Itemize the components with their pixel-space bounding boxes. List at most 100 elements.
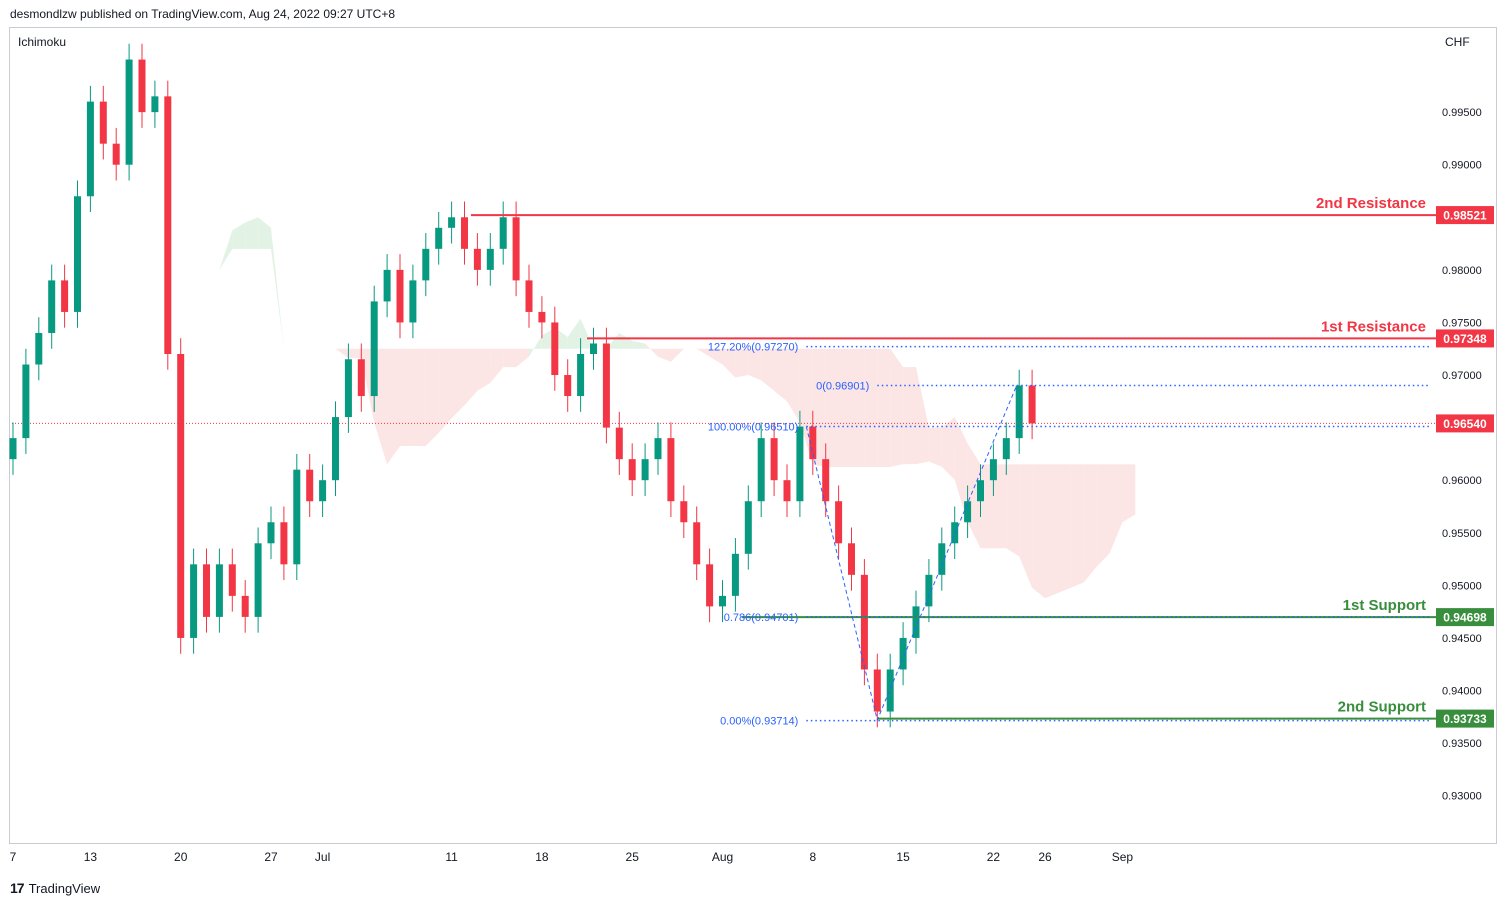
indicator-label[interactable]: Ichimoku — [18, 35, 67, 49]
x-tick-label: 20 — [174, 850, 188, 864]
x-tick-label: 15 — [896, 850, 910, 864]
ichimoku-cloud-layer — [116, 217, 1136, 599]
candle-body — [112, 143, 120, 165]
cloud-segment — [670, 348, 684, 362]
cloud-segment — [387, 348, 400, 465]
cloud-segment — [335, 348, 349, 358]
candle-layer — [9, 43, 1036, 728]
cloud-segment — [748, 348, 762, 381]
candle-body — [809, 426, 817, 460]
y-tick-label: 0.95000 — [1442, 580, 1482, 592]
candle-body — [9, 438, 17, 460]
candle-body — [551, 322, 559, 376]
level-label: 1st Resistance — [1321, 318, 1426, 335]
candle-body — [667, 438, 675, 502]
candle-body — [512, 217, 520, 281]
candle-body — [241, 595, 249, 617]
candle-body — [538, 311, 546, 323]
fib-layer: 127.20%(0.97270) 0(0.96901) 100.00%(0.9651… — [708, 342, 1430, 728]
x-tick-label: 22 — [987, 850, 1001, 864]
cloud-segment — [271, 227, 284, 349]
candle-body — [938, 543, 946, 575]
footer-brand[interactable]: 17 TradingView — [10, 880, 100, 896]
cloud-segment — [877, 348, 891, 468]
cloud-segment — [425, 348, 439, 447]
cloud-segment — [503, 348, 517, 368]
fib-label: 127.20%(0.97270) — [708, 342, 799, 354]
cloud-segment — [1070, 464, 1084, 588]
candle-body — [602, 343, 610, 428]
cloud-segment — [477, 348, 491, 391]
candle-body — [435, 227, 443, 249]
candle-body — [177, 354, 185, 638]
candle-body — [99, 101, 107, 144]
candle-body — [577, 354, 585, 397]
candle-body — [409, 280, 417, 323]
cloud-segment — [180, 269, 194, 318]
y-tick-label: 0.99500 — [1442, 107, 1482, 119]
fib-label: 0.00%(0.93714) — [720, 716, 798, 728]
cloud-segment — [142, 359, 155, 386]
y-tick-label: 0.98000 — [1442, 265, 1482, 277]
level-price-label: 0.93733 — [1443, 712, 1487, 726]
y-axis: 0.99500 0.99000 0.98000 0.97500 0.97000 0.960… — [1442, 107, 1482, 803]
level-price-badge — [1436, 608, 1494, 627]
candle-body — [590, 343, 597, 354]
cloud-segment — [129, 385, 142, 402]
cloud-segment — [490, 348, 504, 383]
chart-frame — [9, 27, 1497, 844]
candle-body — [383, 269, 391, 302]
cloud-segment — [722, 348, 736, 378]
candle-body — [86, 101, 94, 197]
cloud-segment — [451, 348, 465, 419]
cloud-segment — [606, 332, 620, 349]
cloud-segment — [619, 332, 633, 349]
candle-body — [912, 606, 920, 638]
candle-body — [306, 469, 314, 502]
candle-body — [319, 480, 327, 502]
y-tick-label: 0.95500 — [1442, 528, 1482, 540]
candle-body — [203, 564, 210, 617]
level-price-label: 0.94698 — [1443, 611, 1487, 625]
cloud-segment — [258, 217, 271, 249]
fib-label: 100.00%(0.96510) — [708, 422, 799, 434]
cloud-segment — [632, 340, 646, 349]
x-tick-label: 25 — [626, 850, 640, 864]
candle-body — [254, 543, 262, 617]
candle-body — [641, 459, 649, 481]
candle-body — [370, 301, 378, 397]
cloud-segment — [838, 348, 852, 468]
candle-body — [680, 501, 688, 523]
candle-body — [693, 522, 701, 565]
fib-label: 0.786(0.94701) — [724, 612, 799, 624]
candle-body — [977, 480, 984, 502]
cloud-segment — [438, 348, 452, 433]
candle-body — [357, 359, 365, 397]
candle-body — [267, 522, 275, 544]
cloud-segment — [245, 217, 259, 249]
candle-body — [138, 59, 146, 113]
x-tick-label: 18 — [535, 850, 549, 864]
candle-body — [770, 438, 778, 481]
candle-body — [22, 364, 30, 439]
x-axis: 7 13 20 27 Jul 11 18 25 Aug 8 15 22 26 Sep — [10, 850, 1134, 864]
published-header: desmondlzw published on TradingView.com,… — [10, 7, 396, 21]
footer-brand-text: TradingView — [28, 880, 101, 896]
cloud-segment — [1057, 464, 1071, 593]
y-tick-label: 0.99000 — [1442, 160, 1482, 172]
candle-body — [164, 96, 172, 355]
x-tick-label: 11 — [445, 850, 458, 864]
cloud-segment — [1083, 464, 1097, 583]
level-price-badge — [1436, 206, 1494, 225]
current-price-badge — [1436, 414, 1494, 433]
cloud-segment — [1045, 464, 1058, 599]
cloud-segment — [851, 348, 865, 468]
candle-body — [1002, 438, 1010, 460]
candle-body — [48, 280, 56, 333]
x-tick-label: Sep — [1112, 850, 1134, 864]
cloud-segment — [709, 348, 723, 365]
cloud-segment — [735, 348, 749, 378]
x-tick-label: 8 — [809, 850, 816, 864]
candle-body — [125, 59, 133, 165]
